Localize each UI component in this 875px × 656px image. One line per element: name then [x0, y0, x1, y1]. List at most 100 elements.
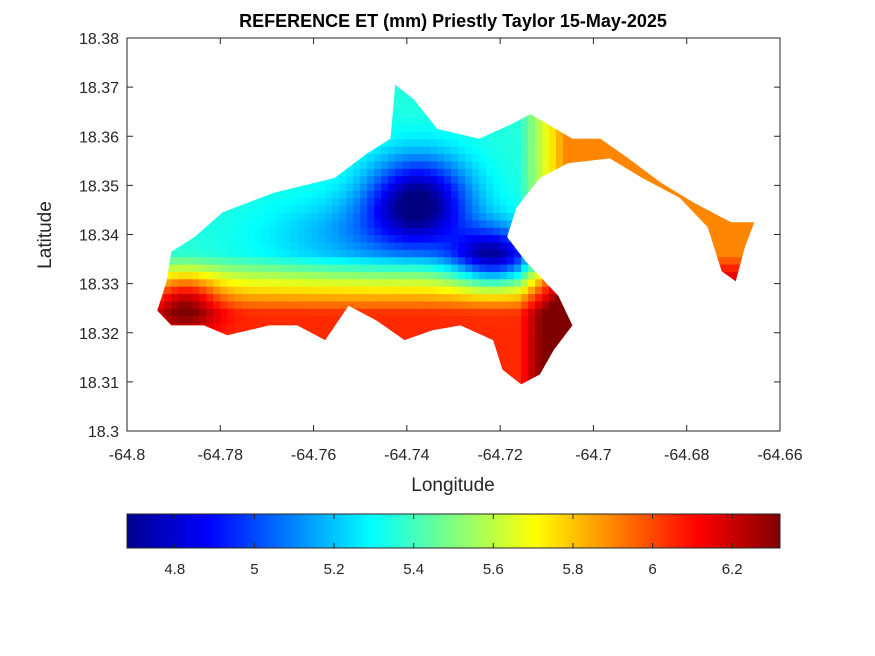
heat-cell	[437, 278, 445, 287]
heat-cell	[339, 197, 347, 206]
heat-cell	[633, 160, 641, 169]
x-tick-label: -64.78	[198, 447, 243, 464]
heat-cell	[437, 241, 445, 250]
heat-cell	[437, 227, 445, 236]
heat-cell	[507, 256, 515, 265]
heat-cell	[192, 278, 200, 287]
heat-cell	[255, 249, 263, 258]
heat-cell	[451, 138, 459, 147]
heat-cell	[213, 308, 221, 317]
heat-cell	[248, 322, 256, 331]
heat-cell	[262, 286, 270, 295]
heat-cell	[703, 212, 711, 221]
heat-cell	[395, 308, 403, 317]
heat-cell	[507, 182, 515, 191]
heat-cell	[318, 205, 326, 213]
heat-cell	[542, 352, 550, 361]
heat-cell	[521, 330, 529, 339]
heat-cell	[451, 197, 459, 206]
heat-cell	[451, 300, 459, 309]
heat-cell	[318, 256, 326, 265]
heat-cell	[444, 241, 452, 250]
heat-cell	[528, 146, 536, 155]
heat-cell	[388, 205, 396, 213]
heat-cell	[325, 278, 333, 287]
heat-cell	[514, 190, 522, 199]
heat-cell	[549, 330, 557, 339]
heat-cell	[528, 367, 536, 376]
colorbar-tick-label: 5.8	[563, 561, 584, 578]
heat-cell	[423, 116, 431, 125]
heat-cell	[346, 234, 354, 243]
heat-cell	[444, 168, 452, 177]
heat-cell	[507, 264, 515, 272]
heat-cell	[346, 168, 354, 177]
heat-cell	[465, 271, 473, 280]
heat-cell	[493, 146, 501, 155]
heat-cell	[472, 146, 480, 155]
heat-cell	[388, 308, 396, 317]
heat-cell	[479, 330, 487, 339]
heat-cell	[444, 212, 452, 221]
heat-cell	[465, 256, 473, 265]
heat-cell	[416, 293, 424, 302]
heat-cell	[367, 212, 375, 221]
heat-cell	[731, 271, 739, 280]
heat-cell	[381, 197, 389, 206]
heat-cell	[381, 286, 389, 295]
heat-cell	[318, 330, 326, 339]
heat-cell	[542, 131, 550, 140]
heat-cell	[332, 286, 340, 295]
heat-cell	[346, 286, 354, 295]
heat-cell	[724, 219, 732, 228]
heat-cell	[234, 293, 242, 302]
heat-cell	[395, 286, 403, 295]
heat-cell	[353, 197, 361, 206]
heat-cell	[388, 138, 396, 147]
heat-cell	[479, 219, 487, 228]
heat-cell	[339, 227, 347, 236]
heat-cell	[465, 227, 473, 236]
heat-cell	[381, 153, 389, 162]
heat-cell	[227, 308, 235, 317]
heat-cell	[542, 286, 550, 295]
heat-cell	[521, 337, 529, 346]
heat-cell	[339, 205, 347, 213]
heat-cell	[283, 264, 291, 272]
heat-cell	[206, 264, 214, 272]
heat-cell	[479, 138, 487, 147]
heat-cell	[290, 227, 298, 236]
heat-cell	[311, 234, 319, 243]
heat-cell	[521, 264, 529, 272]
heat-cell	[486, 249, 494, 258]
heat-cell	[444, 278, 452, 287]
heat-cell	[409, 190, 417, 199]
heat-cell	[206, 300, 214, 309]
heat-cell	[465, 138, 473, 147]
heat-cell	[346, 256, 354, 265]
heat-cell	[500, 241, 508, 250]
heat-cell	[416, 197, 424, 206]
heat-cell	[185, 308, 193, 317]
heat-cell	[262, 219, 270, 228]
heat-cell	[451, 234, 459, 243]
heat-cell	[346, 190, 354, 199]
heat-cell	[388, 264, 396, 272]
heat-cell	[255, 286, 263, 295]
heat-cell	[465, 293, 473, 302]
heat-cell	[227, 300, 235, 309]
heat-cell	[451, 293, 459, 302]
heat-cell	[521, 131, 529, 140]
heat-cell	[437, 219, 445, 228]
heat-cell	[255, 227, 263, 236]
heat-cell	[584, 138, 592, 147]
heat-cell	[724, 271, 732, 280]
heat-cell	[500, 315, 508, 324]
heat-cell	[381, 278, 389, 287]
heat-cell	[444, 227, 452, 236]
heat-cell	[360, 278, 368, 287]
heat-cell	[290, 300, 298, 309]
heat-cell	[339, 168, 347, 177]
heat-cell	[563, 322, 571, 331]
heat-cell	[458, 227, 466, 236]
